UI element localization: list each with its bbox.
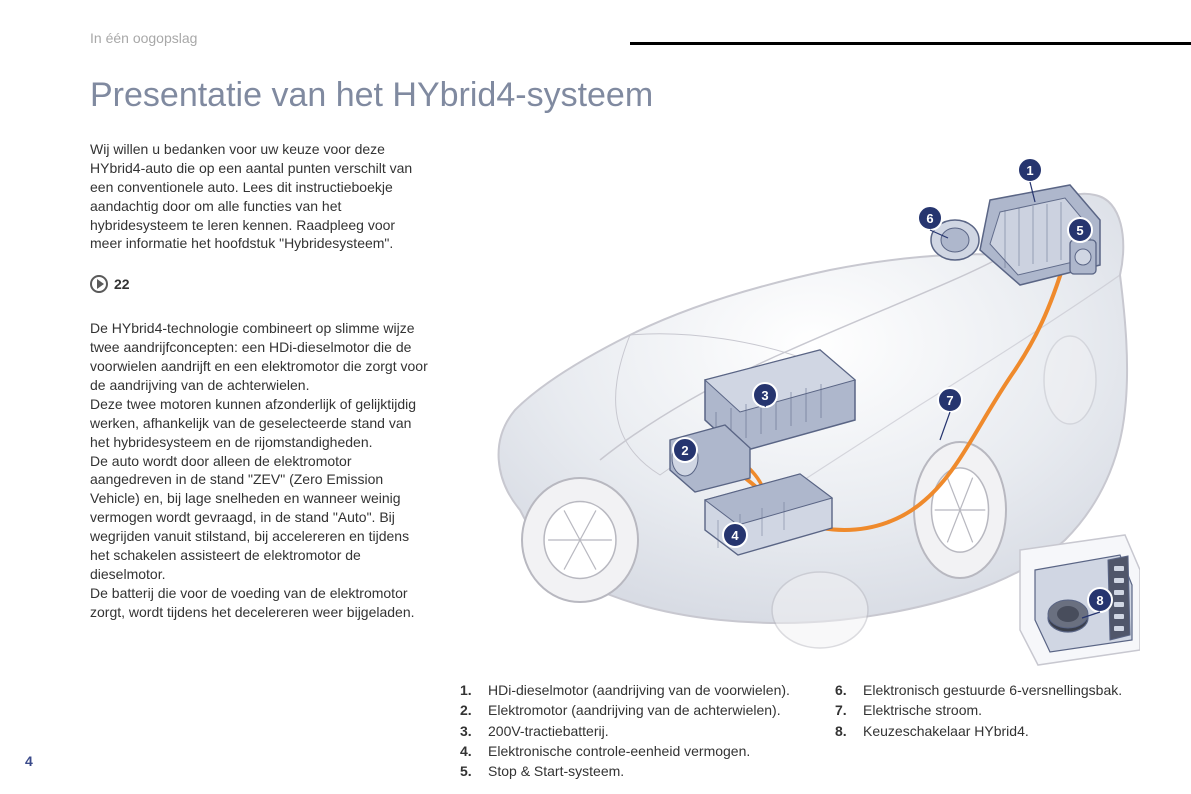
- callout-badge: 4: [723, 523, 747, 547]
- legend-item: 3. 200V-tractiebatterij.: [460, 721, 815, 741]
- svg-text:1: 1: [1026, 163, 1033, 178]
- legend-column-right: 6. Elektronisch gestuurde 6-versnellingsb…: [835, 680, 1145, 781]
- legend-number: 4.: [460, 741, 478, 761]
- legend-number: 1.: [460, 680, 478, 700]
- callout-badge: 8: [1088, 588, 1112, 612]
- callout-badge: 6: [918, 206, 942, 230]
- hybrid-system-diagram: 1 2 3 4 5 6 7 8: [460, 140, 1140, 670]
- legend-item: 7. Elektrische stroom.: [835, 700, 1145, 720]
- legend-text: Stop & Start-systeem.: [488, 761, 624, 781]
- callout-badge: 1: [1018, 158, 1042, 182]
- legend-number: 3.: [460, 721, 478, 741]
- legend-number: 5.: [460, 761, 478, 781]
- legend-text: Elektromotor (aandrijving van de achterw…: [488, 700, 781, 720]
- legend-item: 2. Elektromotor (aandrijving van de achte…: [460, 700, 815, 720]
- header-rule: [630, 42, 1191, 45]
- svg-text:2: 2: [681, 443, 688, 458]
- legend-column-left: 1. HDi-dieselmotor (aandrijving van de vo…: [460, 680, 815, 781]
- legend-text: HDi-dieselmotor (aandrijving van de voor…: [488, 680, 790, 700]
- page-reference: 22: [90, 275, 430, 293]
- legend-number: 8.: [835, 721, 853, 741]
- legend-item: 8. Keuzeschakelaar HYbrid4.: [835, 721, 1145, 741]
- callout-badge: 2: [673, 438, 697, 462]
- callout-badge: 7: [938, 388, 962, 412]
- legend-number: 2.: [460, 700, 478, 720]
- svg-text:5: 5: [1076, 223, 1083, 238]
- legend-item: 4. Elektronische controle-eenheid vermoge…: [460, 741, 815, 761]
- legend-text: Elektronische controle-eenheid vermogen.: [488, 741, 750, 761]
- svg-text:7: 7: [946, 393, 953, 408]
- diagram-svg: 1 2 3 4 5 6 7 8: [460, 140, 1140, 670]
- legend-text: Keuzeschakelaar HYbrid4.: [863, 721, 1029, 741]
- legend-item: 1. HDi-dieselmotor (aandrijving van de vo…: [460, 680, 815, 700]
- legend-text: Elektronisch gestuurde 6-versnellingsbak…: [863, 680, 1122, 700]
- page-title: Presentatie van het HYbrid4-systeem: [90, 76, 1141, 115]
- legend-text: Elektrische stroom.: [863, 700, 982, 720]
- body-paragraph: De HYbrid4-technologie combineert op sli…: [90, 319, 430, 621]
- intro-paragraph: Wij willen u bedanken voor uw keuze voor…: [90, 140, 430, 253]
- page-ref-number: 22: [114, 276, 130, 292]
- legend-number: 7.: [835, 700, 853, 720]
- svg-text:8: 8: [1096, 593, 1103, 608]
- goto-icon: [90, 275, 108, 293]
- legend-number: 6.: [835, 680, 853, 700]
- svg-text:6: 6: [926, 211, 933, 226]
- callout-badge: 3: [753, 383, 777, 407]
- legend-text: 200V-tractiebatterij.: [488, 721, 609, 741]
- legend-item: 6. Elektronisch gestuurde 6-versnellingsb…: [835, 680, 1145, 700]
- svg-text:4: 4: [731, 528, 739, 543]
- callout-badge: 5: [1068, 218, 1092, 242]
- page-number: 4: [25, 753, 33, 769]
- legend-item: 5. Stop & Start-systeem.: [460, 761, 815, 781]
